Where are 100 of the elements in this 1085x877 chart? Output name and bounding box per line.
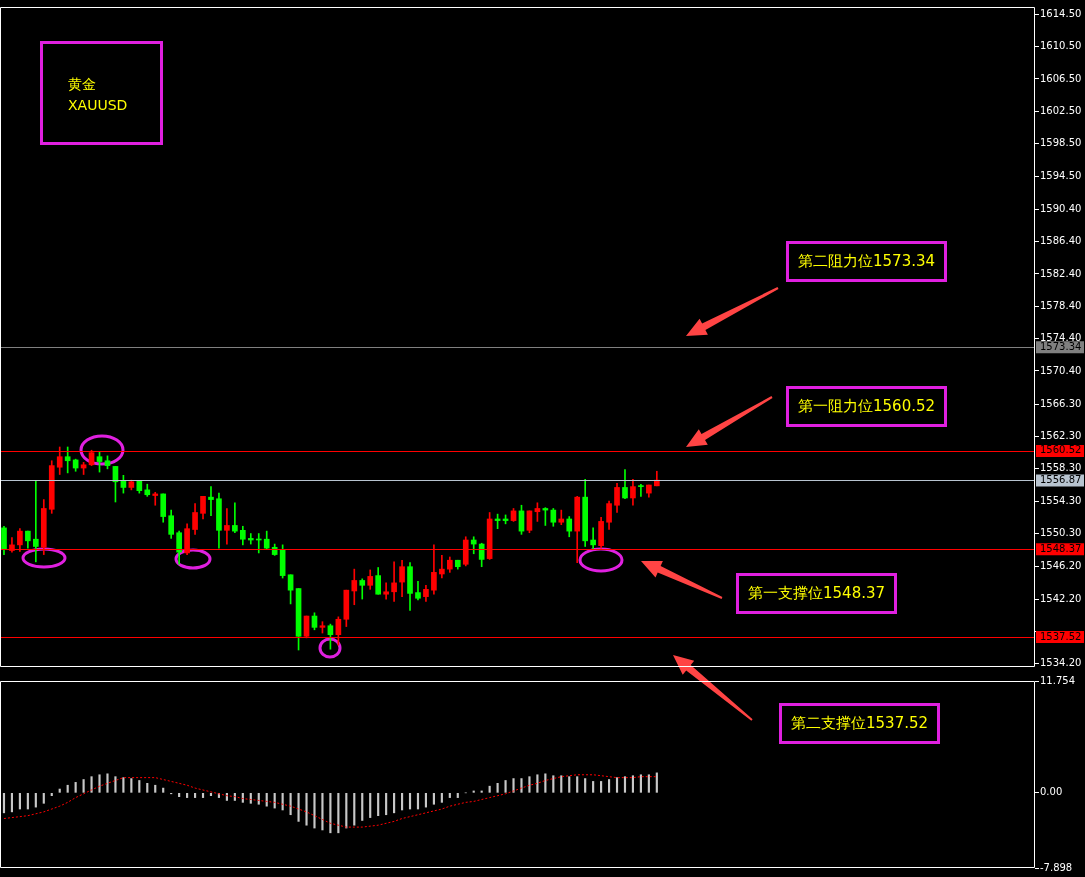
ref-line-label: 1560.52	[1040, 444, 1082, 456]
candlestick	[391, 561, 397, 602]
bar	[488, 785, 491, 793]
y-tick-label: 1598.50	[1040, 137, 1082, 149]
y-tick-label: 1594.50	[1040, 169, 1082, 181]
candlestick	[64, 446, 71, 474]
text: XAUUSD	[68, 96, 129, 115]
y-tick-label: 1550.30	[1040, 527, 1082, 539]
y-tick-label: 1586.40	[1040, 235, 1082, 247]
bar	[408, 793, 412, 810]
bar	[472, 790, 475, 793]
candlestick	[208, 486, 214, 517]
bar	[512, 778, 515, 793]
candlestick	[152, 491, 159, 506]
bar	[321, 793, 324, 831]
bar	[560, 775, 563, 793]
y-tick-label: 1610.50	[1040, 40, 1082, 52]
bar	[504, 780, 507, 793]
bar	[607, 779, 611, 793]
bar	[615, 777, 619, 793]
y-tick-label: 1614.50	[1040, 7, 1082, 19]
bar	[385, 793, 388, 816]
bar	[90, 776, 93, 793]
bar	[106, 773, 109, 793]
y-tick-label: 1546.20	[1040, 560, 1082, 572]
bar	[424, 793, 428, 808]
bar	[2, 793, 6, 814]
bar	[162, 787, 165, 793]
bar	[393, 793, 396, 814]
bar	[448, 793, 451, 798]
y-tick-label: 1578.40	[1040, 299, 1082, 311]
bar	[249, 793, 252, 804]
bar	[576, 776, 579, 793]
bar	[122, 777, 125, 793]
bar	[544, 773, 547, 793]
bar	[18, 793, 21, 810]
bar	[528, 776, 531, 793]
bar	[74, 782, 77, 793]
bar	[34, 793, 37, 808]
bar	[329, 793, 332, 834]
y-tick-label: -7.898	[1040, 861, 1073, 873]
bar	[639, 774, 642, 793]
bar	[42, 793, 45, 804]
bar	[10, 793, 14, 813]
bar	[186, 793, 189, 798]
bar	[82, 779, 85, 793]
bar	[496, 783, 499, 793]
candlestick	[638, 483, 644, 497]
y-tick-label: 1558.30	[1040, 462, 1082, 474]
bar	[369, 793, 372, 818]
y-tick-label: 11.754	[1040, 674, 1075, 686]
annotation: 第二支撑位1537.52	[779, 703, 941, 744]
bar	[361, 793, 364, 821]
bar	[432, 793, 435, 805]
bar	[146, 783, 149, 793]
ref-line-label: 1548.37	[1040, 542, 1082, 554]
text: 黄金	[68, 75, 97, 94]
bar	[456, 793, 459, 798]
bar	[440, 793, 443, 803]
bar	[623, 776, 627, 793]
bar	[193, 793, 197, 798]
annotation: 第一阻力位1560.52	[786, 386, 948, 427]
bar	[305, 793, 308, 826]
bar	[114, 776, 117, 793]
y-tick-label: 1534.20	[1040, 657, 1082, 669]
bar	[655, 772, 658, 793]
bar	[26, 793, 29, 810]
candlestick	[33, 480, 39, 563]
y-tick-label: 0.00	[1040, 786, 1063, 798]
y-tick-label: 1590.40	[1040, 202, 1082, 214]
bar	[201, 793, 205, 798]
candlestick	[439, 555, 445, 579]
ref-line-label: 1537.52	[1040, 630, 1082, 642]
bar	[313, 793, 316, 829]
bar	[584, 778, 587, 793]
candlestick	[247, 533, 254, 545]
line-series	[3, 774, 658, 828]
bar	[130, 778, 133, 793]
annotation: 第一支撑位1548.37	[736, 573, 898, 614]
bar	[647, 774, 650, 793]
ref-line-label: 1556.87	[1040, 474, 1082, 485]
y-tick-label: 1582.40	[1040, 267, 1082, 279]
bar	[552, 775, 555, 793]
candlestick	[224, 508, 230, 545]
y-tick-label: 1562.30	[1040, 430, 1082, 442]
bar	[66, 784, 69, 793]
y-tick-label: 1566.30	[1040, 397, 1082, 409]
bar	[257, 793, 260, 805]
y-tick-label: 1554.30	[1040, 494, 1082, 506]
bar	[138, 780, 141, 793]
bar	[536, 774, 539, 793]
y-tick-label: 1602.50	[1040, 104, 1082, 116]
bar	[592, 781, 595, 793]
bar	[353, 793, 356, 826]
bar	[98, 774, 101, 793]
bar	[600, 781, 603, 793]
annotation: 第二阻力位1573.34	[786, 241, 948, 282]
bar	[416, 793, 420, 810]
bar	[297, 793, 300, 822]
bar	[154, 784, 157, 793]
